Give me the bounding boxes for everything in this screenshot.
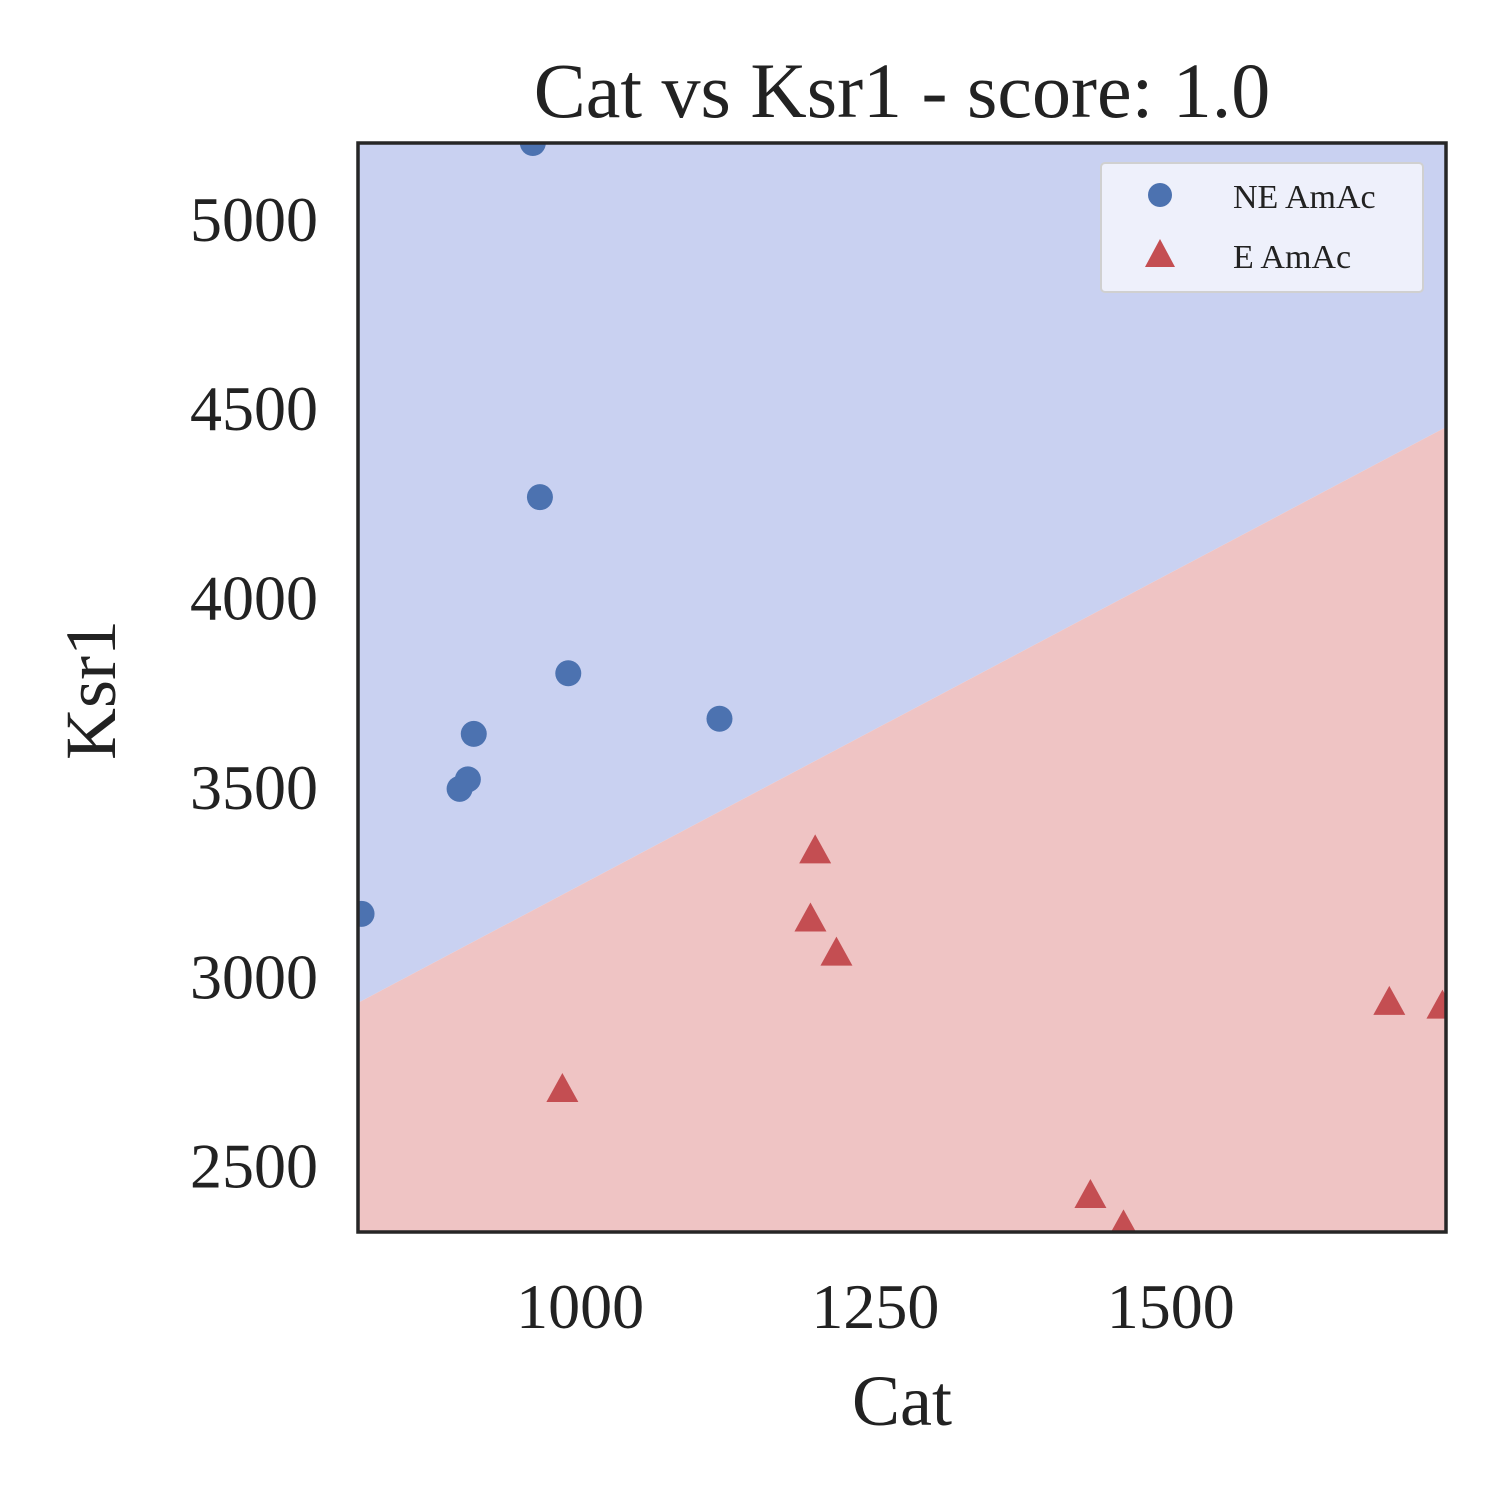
e-amac-point [794,902,827,932]
data-markers [358,143,1446,1232]
legend-box [1100,162,1424,293]
ne-amac-point [454,766,481,793]
legend-triangle-marker [1145,239,1175,267]
ne-amac-point [526,484,553,511]
ne-amac-point [555,660,582,687]
plot-area [358,143,1446,1232]
legend: NE AmAc E AmAc [1100,162,1424,293]
x-tick-label: 1250 [811,1271,939,1342]
y-tick-label: 4000 [190,563,318,634]
y-tick-label: 4500 [190,373,318,444]
x-axis-ticks: 1000 1250 1500 [516,1271,1235,1342]
e-amac-point [1110,1209,1137,1232]
e-amac-point [1074,1179,1107,1209]
e-amac-point [546,1072,579,1102]
legend-label-ne-amac: NE AmAc [1233,179,1376,216]
e-amac-point [799,834,832,864]
x-axis-label: Cat [852,1361,952,1441]
e-amac-point [820,936,853,966]
e-amac-region [358,427,1446,1232]
legend-circle-marker [1148,183,1172,207]
y-axis-label: Ksr1 [51,620,131,760]
ne-amac-region [358,143,1446,1003]
y-tick-label: 3500 [190,752,318,823]
ne-amac-point [519,143,546,156]
ne-amac-point [706,705,733,732]
y-tick-label: 5000 [190,184,318,255]
e-amac-point [1426,989,1446,1019]
ne-amac-point [358,900,375,927]
y-tick-label: 3000 [190,941,318,1012]
legend-label-e-amac: E AmAc [1233,239,1351,276]
e-amac-point [1373,985,1406,1015]
y-axis-ticks: 2500 3000 3500 4000 4500 5000 [190,184,318,1202]
y-tick-label: 2500 [190,1131,318,1202]
x-tick-label: 1000 [516,1271,644,1342]
plot-frame [356,141,1448,1234]
chart-title: Cat vs Ksr1 - score: 1.0 [534,47,1271,134]
ne-amac-point [460,720,487,747]
x-tick-label: 1500 [1107,1271,1235,1342]
